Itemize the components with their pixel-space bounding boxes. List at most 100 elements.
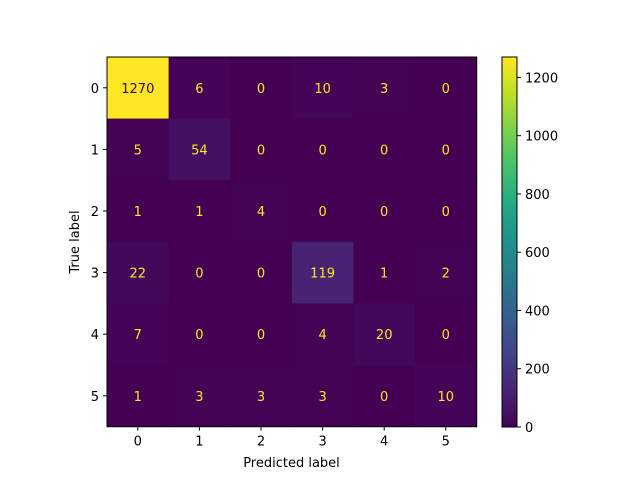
colorbar-ticks: 0 200 400 600 800 1000 1200 (517, 71, 558, 436)
colorbar-tick-label-0: 0 (525, 421, 533, 436)
heatmap-cell-r1-c2 (230, 118, 293, 181)
x-tick-label-0: 0 (134, 435, 142, 450)
heatmap-cell-r5-c1 (168, 365, 231, 428)
heatmap-cell-r3-c5 (415, 241, 478, 304)
heatmap-cell-r4-c2 (230, 303, 293, 366)
heatmap-cell-r3-c0 (107, 241, 170, 304)
heatmap-cell-r4-c1 (168, 303, 231, 366)
heatmap-cell-r5-c2 (230, 365, 293, 428)
cell-value-r1-c5: 0 (442, 143, 450, 158)
x-tick-label-1: 1 (195, 435, 203, 450)
heatmap-cell-r2-c0 (107, 180, 170, 243)
y-tick-label-2: 2 (91, 205, 99, 220)
cell-value-r0-c4: 3 (380, 82, 388, 97)
heatmap-cell-r5-c3 (291, 365, 354, 428)
y-tick-label-1: 1 (91, 143, 99, 158)
y-axis-ticks: 0 1 2 3 4 5 (91, 82, 107, 405)
cell-value-r2-c4: 0 (380, 205, 388, 220)
cell-value-r3-c0: 22 (130, 267, 147, 282)
cell-value-r3-c2: 0 (257, 267, 265, 282)
x-tick-label-4: 4 (380, 435, 388, 450)
heatmap-cell-r1-c5 (415, 118, 478, 181)
cell-value-r3-c1: 0 (195, 267, 203, 282)
heatmap-cells (107, 57, 478, 428)
cell-value-r1-c0: 5 (134, 143, 142, 158)
cell-value-r3-c5: 2 (442, 267, 450, 282)
heatmap-cell-r2-c2 (230, 180, 293, 243)
cell-value-r4-c1: 0 (195, 328, 203, 343)
heatmap-cell-r0-c4 (353, 57, 416, 120)
colorbar-tick-label-4: 800 (525, 188, 550, 203)
cell-value-r0-c0: 1270 (121, 82, 154, 97)
heatmap-cell-r2-c1 (168, 180, 231, 243)
cell-value-r0-c1: 6 (195, 82, 203, 97)
cell-value-r0-c5: 0 (442, 82, 450, 97)
colorbar-tick-label-2: 400 (525, 304, 550, 319)
heatmap-cell-r4-c4 (353, 303, 416, 366)
cell-value-r5-c5: 10 (438, 390, 455, 405)
colorbar: 0 200 400 600 800 1000 1200 (501, 56, 558, 436)
cell-value-r1-c4: 0 (380, 143, 388, 158)
cell-value-r5-c0: 1 (134, 390, 142, 405)
heatmap-cell-r0-c2 (230, 57, 293, 120)
heatmap-cell-r2-c4 (353, 180, 416, 243)
y-tick-label-5: 5 (91, 390, 99, 405)
cell-value-r4-c2: 0 (257, 328, 265, 343)
heatmap-cell-r5-c0 (107, 365, 170, 428)
x-axis-ticks: 0 1 2 3 4 5 (134, 426, 450, 450)
heatmap-cell-r2-c3 (291, 180, 354, 243)
cell-value-r0-c2: 0 (257, 82, 265, 97)
colorbar-gradient (501, 56, 518, 428)
plot-frame (106, 56, 478, 428)
heatmap-cell-r0-c3 (291, 57, 354, 120)
colorbar-tick-label-6: 1200 (525, 71, 558, 86)
heatmap-cell-r4-c0 (107, 303, 170, 366)
heatmap-cell-r0-c0 (107, 57, 170, 120)
colorbar-tick-label-1: 200 (525, 363, 550, 378)
heatmap-cell-r1-c3 (291, 118, 354, 181)
cell-value-r5-c4: 0 (380, 390, 388, 405)
cell-value-r4-c5: 0 (442, 328, 450, 343)
cell-value-r2-c2: 4 (257, 205, 265, 220)
colorbar-tick-label-3: 600 (525, 246, 550, 261)
heatmap-cell-r3-c4 (353, 241, 416, 304)
heatmap-cell-r1-c1 (168, 118, 231, 181)
cell-value-r1-c2: 0 (257, 143, 265, 158)
heatmap-cell-r3-c3 (291, 241, 354, 304)
cell-value-r2-c5: 0 (442, 205, 450, 220)
cell-value-r5-c3: 3 (318, 390, 326, 405)
cell-value-r4-c4: 20 (376, 328, 393, 343)
x-tick-label-2: 2 (257, 435, 265, 450)
y-tick-label-3: 3 (91, 267, 99, 282)
heatmap-cell-r2-c5 (415, 180, 478, 243)
cell-value-r2-c3: 0 (318, 205, 326, 220)
cell-value-r1-c1: 54 (191, 143, 208, 158)
colorbar-tick-label-5: 1000 (525, 130, 558, 145)
heatmap-cell-r1-c4 (353, 118, 416, 181)
cell-value-r5-c1: 3 (195, 390, 203, 405)
heatmap-cell-r4-c5 (415, 303, 478, 366)
heatmap-cell-r5-c5 (415, 365, 478, 428)
y-tick-label-4: 4 (91, 328, 99, 343)
heatmap-cell-r4-c3 (291, 303, 354, 366)
heatmap-cell-r0-c5 (415, 57, 478, 120)
cell-value-r1-c3: 0 (318, 143, 326, 158)
cell-value-r2-c1: 1 (195, 205, 203, 220)
cell-value-r0-c3: 10 (314, 82, 331, 97)
heatmap-cell-labels: 1270 6 0 10 3 05 54 0 0 0 01 1 4 0 0 022 0 0 119 1 27 0 0 4 20 01… (121, 82, 454, 405)
x-tick-label-5: 5 (442, 435, 450, 450)
cell-value-r3-c3: 119 (310, 267, 335, 282)
heatmap-cell-r5-c4 (353, 365, 416, 428)
cell-value-r3-c4: 1 (380, 267, 388, 282)
y-tick-label-0: 0 (91, 82, 99, 97)
cell-value-r4-c3: 4 (318, 328, 326, 343)
y-axis-label: True label (68, 210, 83, 274)
x-tick-label-3: 3 (318, 435, 326, 450)
heatmap-cell-r3-c2 (230, 241, 293, 304)
x-axis-label: Predicted label (243, 456, 340, 471)
cell-value-r5-c2: 3 (257, 390, 265, 405)
heatmap-cell-r0-c1 (168, 57, 231, 120)
cell-value-r2-c0: 1 (134, 205, 142, 220)
cell-value-r4-c0: 7 (134, 328, 142, 343)
